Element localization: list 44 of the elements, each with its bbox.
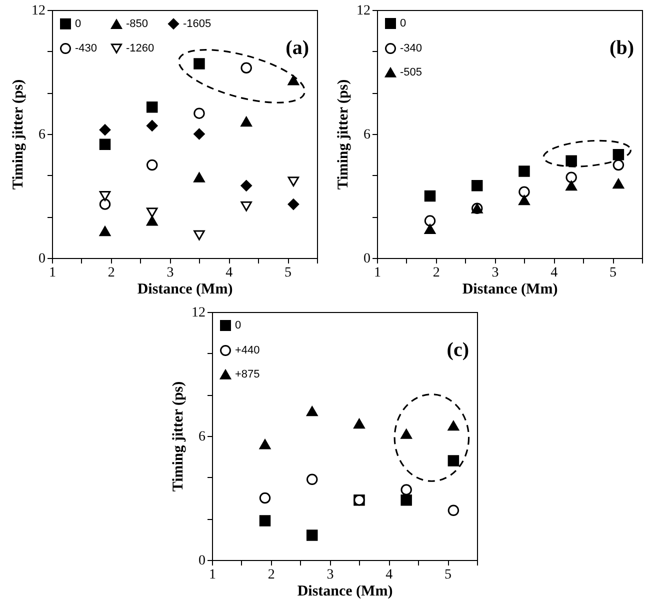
x-tick-label: 5 [610, 266, 617, 280]
x-tick-label: 3 [492, 266, 499, 280]
x-tick-label: 4 [226, 266, 233, 280]
y-tick-label: 12 [192, 306, 206, 320]
legend-label: -1260 [126, 42, 154, 54]
legend-label: -1605 [183, 18, 212, 30]
x-axis-title: Distance (Mm) [137, 282, 233, 298]
x-tick-label: 4 [550, 266, 558, 280]
x-tick-label: 2 [108, 266, 115, 280]
annotation: (c) [446, 339, 469, 361]
legend-label: -340 [400, 42, 422, 54]
y-tick-label: 6 [38, 128, 46, 142]
legend-label: 0 [75, 18, 82, 30]
x-tick-label: 3 [166, 266, 174, 280]
y-axis-title: Timing jitter (ps) [336, 79, 352, 190]
y-tick-label: 6 [364, 128, 370, 142]
x-axis-title: Distance (Mm) [462, 282, 558, 298]
x-tick-label: 1 [209, 568, 216, 582]
x-tick-label: 3 [326, 568, 334, 582]
y-tick-label: 0 [198, 554, 206, 568]
x-tick-label: 5 [284, 266, 292, 280]
x-axis-title: Distance (Mm) [297, 584, 393, 600]
annotation: (a) [286, 37, 309, 59]
y-tick-label: 6 [198, 430, 206, 444]
legend-label: -505 [400, 66, 422, 78]
x-tick-label: 1 [374, 266, 381, 280]
annotation: (b) [610, 37, 634, 59]
legend-label: 0 [235, 320, 242, 332]
legend-label: -850 [126, 18, 148, 30]
legend-label: +440 [235, 344, 260, 356]
y-axis-title: Timing jitter (ps) [170, 381, 186, 492]
y-tick-label: 12 [356, 4, 370, 18]
legend-label: 0 [400, 18, 406, 30]
y-tick-label: 12 [32, 4, 46, 18]
y-axis-title: Timing jitter (ps) [10, 79, 26, 190]
x-tick-label: 2 [432, 266, 440, 280]
legend-label: +875 [235, 368, 260, 380]
y-tick-label: 0 [364, 252, 370, 266]
x-tick-label: 4 [386, 568, 393, 582]
x-tick-label: 2 [268, 568, 275, 582]
x-tick-label: 1 [49, 266, 56, 280]
y-tick-label: 0 [38, 252, 46, 266]
x-tick-label: 5 [444, 568, 452, 582]
legend-label: -430 [75, 42, 98, 54]
